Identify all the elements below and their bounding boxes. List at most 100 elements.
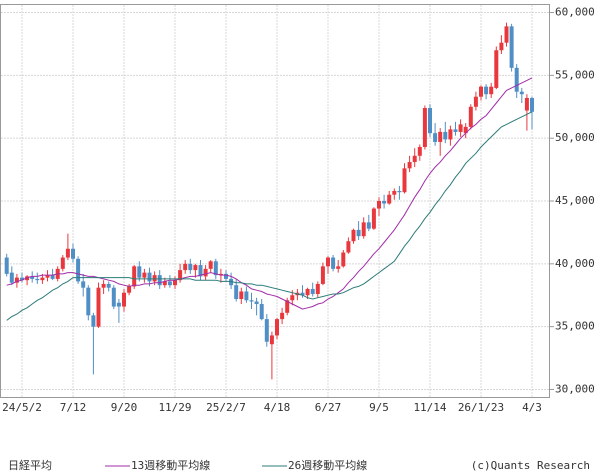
legend-label: 日経平均 xyxy=(8,459,52,472)
candle-body xyxy=(305,288,310,296)
candle-body xyxy=(382,201,387,204)
candle-body xyxy=(244,291,249,301)
candle-body xyxy=(407,162,412,169)
candle-body xyxy=(443,131,448,140)
candle-body xyxy=(65,248,70,258)
candle-body xyxy=(468,106,473,127)
x-tick-label: 11/29 xyxy=(158,401,191,414)
x-tick-label: 26/1/23 xyxy=(458,401,504,414)
candle-body xyxy=(366,222,371,229)
candle-body xyxy=(259,304,264,320)
candle-body xyxy=(484,86,489,95)
candle-body xyxy=(127,286,132,293)
candle-body xyxy=(341,252,346,267)
candle-body xyxy=(229,278,234,286)
candle-body xyxy=(489,86,494,95)
candle-body xyxy=(387,194,392,204)
x-tick-label: 7/12 xyxy=(60,401,87,414)
candle-body xyxy=(336,266,341,269)
y-tick-label: 45,000 xyxy=(555,194,595,207)
y-tick-label: 60,000 xyxy=(555,6,595,19)
candle-body xyxy=(183,263,188,271)
candle-body xyxy=(96,287,101,327)
candle-body xyxy=(81,281,86,288)
candle-body xyxy=(106,283,111,288)
candle-body xyxy=(417,146,422,156)
candle-body xyxy=(76,258,81,282)
candle-body xyxy=(412,155,417,163)
x-tick-label: 24/5/2 xyxy=(2,401,42,414)
candle-body xyxy=(218,273,223,276)
candle-body xyxy=(162,281,167,286)
candle-body xyxy=(193,265,198,271)
candle-body xyxy=(300,292,305,296)
candle-body xyxy=(167,281,172,286)
candle-body xyxy=(9,272,14,283)
x-tick-label: 4/3 xyxy=(522,401,542,414)
y-tick-label: 35,000 xyxy=(555,320,595,333)
candle-body xyxy=(438,131,443,142)
candle-body xyxy=(422,108,427,147)
x-tick-label: 25/2/7 xyxy=(206,401,246,414)
candle-body xyxy=(213,261,218,276)
candle-body xyxy=(310,288,315,294)
candle-body xyxy=(178,270,183,281)
candle-body xyxy=(188,263,193,271)
credit: (c)Quants Research xyxy=(471,459,590,472)
candle-body xyxy=(479,86,483,97)
candle-body xyxy=(458,124,463,132)
candle-body xyxy=(30,276,35,279)
candle-body xyxy=(463,126,468,134)
y-tick-label: 50,000 xyxy=(555,131,595,144)
x-tick-label: 4/18 xyxy=(264,401,291,414)
candle-body xyxy=(86,287,91,316)
candle-body xyxy=(351,229,356,242)
candle-body xyxy=(142,272,147,278)
moving-average-line xyxy=(6,77,533,310)
legend-label: 13週移動平均線 xyxy=(131,458,210,472)
candle-body xyxy=(356,229,361,237)
candle-body xyxy=(285,300,290,313)
candle-body xyxy=(224,273,228,279)
x-tick-label: 6/27 xyxy=(315,401,342,414)
candle-body xyxy=(290,295,295,301)
candle-body xyxy=(371,208,376,229)
candle-body xyxy=(20,277,24,281)
candle-body xyxy=(111,287,116,307)
candle-body xyxy=(453,129,458,132)
candle-body xyxy=(25,276,30,281)
candle-body xyxy=(101,283,106,288)
candle-body xyxy=(60,257,65,269)
candle-body xyxy=(71,248,75,259)
candle-body xyxy=(530,97,534,112)
candle-body xyxy=(132,266,137,287)
candle-body xyxy=(157,275,162,286)
candle-body xyxy=(392,190,397,195)
candle-body xyxy=(494,50,499,88)
candle-body xyxy=(269,335,274,345)
candle-body xyxy=(402,168,407,193)
candle-body xyxy=(448,129,453,140)
candle-body xyxy=(91,315,96,327)
candle-body xyxy=(315,283,320,294)
candle-body xyxy=(264,319,269,342)
candle-body xyxy=(361,222,366,237)
candle-body xyxy=(499,42,504,51)
candle-body xyxy=(198,265,203,277)
candle-body xyxy=(40,277,45,281)
x-tick-label: 9/20 xyxy=(111,401,138,414)
y-tick-label: 55,000 xyxy=(555,68,595,81)
candle-body xyxy=(137,266,142,278)
x-tick-label: 11/14 xyxy=(413,401,446,414)
candle-body xyxy=(50,275,55,279)
legend-label: 26週移動平均線 xyxy=(288,458,367,472)
candle-body xyxy=(35,278,40,281)
candle-body xyxy=(4,257,9,274)
candle-body xyxy=(234,285,239,299)
candle-body xyxy=(249,300,254,302)
plot-frame xyxy=(0,4,550,398)
candle-body xyxy=(377,201,381,209)
candle-body xyxy=(14,277,19,283)
candle-body xyxy=(514,67,519,92)
